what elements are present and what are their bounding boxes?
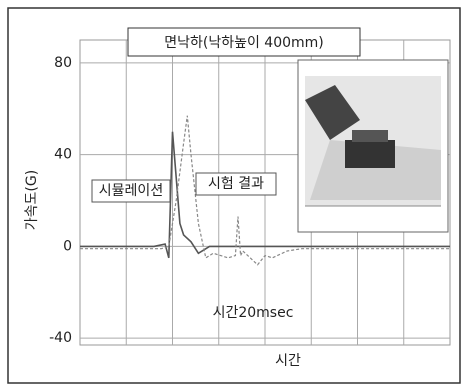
y-tick-label: 0 bbox=[63, 238, 72, 254]
y-tick-label: 80 bbox=[54, 55, 72, 71]
annotation: 시험 결과 bbox=[208, 176, 264, 192]
annotation: 시간20msec bbox=[213, 305, 294, 321]
annotation: 시뮬레이션 bbox=[99, 183, 163, 199]
chart: 면낙하(낙하높이 400mm) 가속도(G) 시간 시뮬레이션 시험 결과 시간… bbox=[0, 0, 468, 391]
y-axis-label: 가속도(G) bbox=[24, 170, 40, 230]
chart-title: 면낙하(낙하높이 400mm) bbox=[164, 35, 324, 51]
x-axis-label: 시간 bbox=[275, 353, 301, 369]
y-tick-label: 40 bbox=[54, 147, 72, 163]
y-tick-label: -40 bbox=[49, 330, 72, 346]
inset-image bbox=[298, 60, 448, 232]
